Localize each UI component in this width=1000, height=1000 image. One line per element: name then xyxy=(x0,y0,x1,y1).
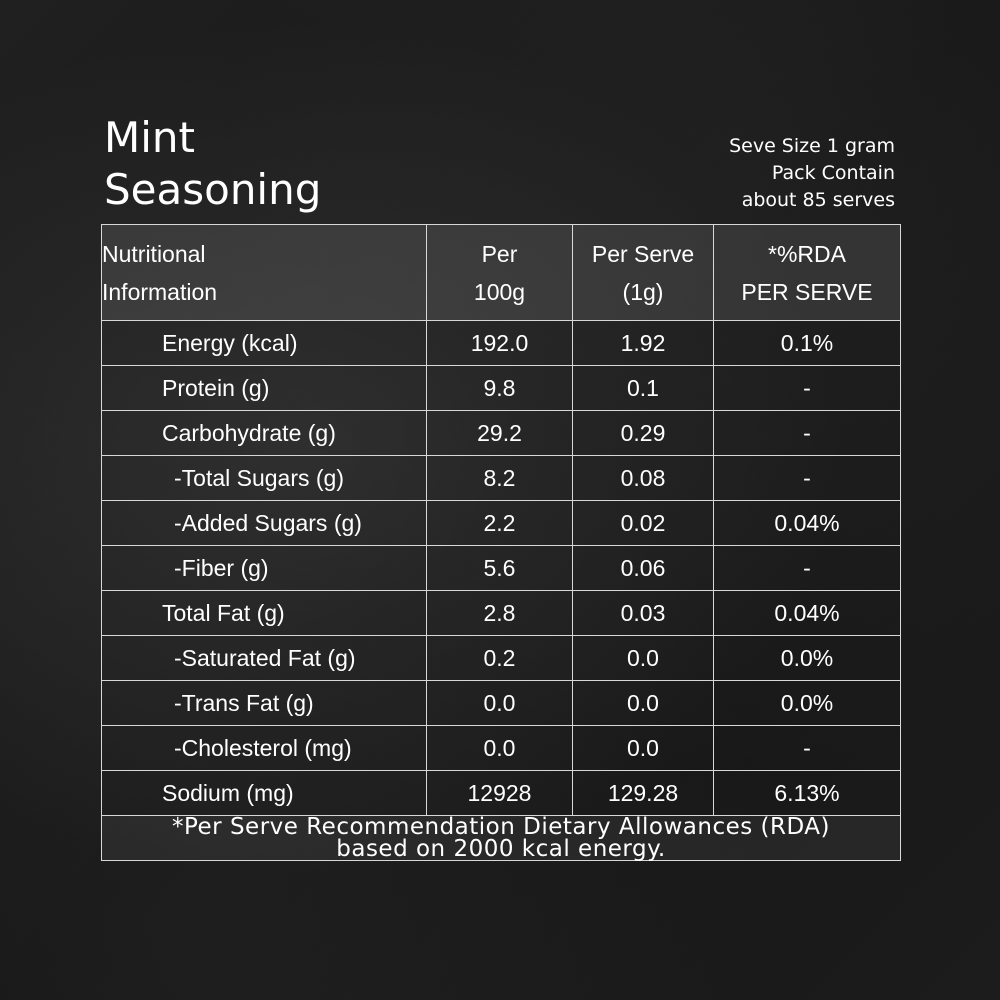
nutrient-name: Carbohydrate (g) xyxy=(101,410,427,456)
value-rda: 0.04% xyxy=(713,590,901,636)
table-row: -Added Sugars (g) 2.2 0.02 0.04% xyxy=(101,500,901,546)
nutrient-name: -Total Sugars (g) xyxy=(101,455,427,501)
product-title: Mint Seasoning xyxy=(104,112,321,216)
table-row: Sodium (mg) 12928 129.28 6.13% xyxy=(101,770,901,816)
footnote-line2: based on 2000 kcal energy. xyxy=(336,836,666,862)
header-perserve-line1: Per Serve xyxy=(591,240,695,267)
value-rda: - xyxy=(713,545,901,591)
header-per100-line1: Per xyxy=(481,240,518,267)
value-per-100g: 2.2 xyxy=(426,500,573,546)
nutrition-table: Nutritional Information Per 100g Per Ser… xyxy=(101,224,901,861)
value-rda: - xyxy=(713,365,901,411)
value-per-serve: 129.28 xyxy=(572,770,714,816)
header-per100-line2: 100g xyxy=(473,278,526,305)
value-rda: - xyxy=(713,410,901,456)
rda-footnote: *Per Serve Recommendation Dietary Allowa… xyxy=(101,814,901,862)
footnote-line1: *Per Serve Recommendation Dietary Allowa… xyxy=(171,814,831,840)
header-nutritional-information: Nutritional Information xyxy=(101,224,427,321)
value-per-100g: 0.2 xyxy=(426,635,573,681)
value-per-serve: 0.0 xyxy=(572,680,714,726)
value-per-serve: 0.03 xyxy=(572,590,714,636)
table-row: -Cholesterol (mg) 0.0 0.0 - xyxy=(101,725,901,771)
value-per-100g: 9.8 xyxy=(426,365,573,411)
table-row: Energy (kcal) 192.0 1.92 0.1% xyxy=(101,320,901,366)
value-per-serve: 0.0 xyxy=(572,635,714,681)
product-title-line2: Seasoning xyxy=(104,165,322,214)
value-per-100g: 12928 xyxy=(426,770,573,816)
value-per-100g: 0.0 xyxy=(426,725,573,771)
value-per-serve: 0.06 xyxy=(572,545,714,591)
header-per-100g: Per 100g xyxy=(426,224,573,321)
nutrient-name: -Trans Fat (g) xyxy=(101,680,427,726)
header-perserve-line2: (1g) xyxy=(622,278,664,305)
value-per-100g: 192.0 xyxy=(426,320,573,366)
footnote-row: *Per Serve Recommendation Dietary Allowa… xyxy=(101,814,901,862)
header-nutrient-line1: Nutritional xyxy=(102,240,206,267)
table-row: Protein (g) 9.8 0.1 - xyxy=(101,365,901,411)
table-row: Total Fat (g) 2.8 0.03 0.04% xyxy=(101,590,901,636)
nutrient-name: Total Fat (g) xyxy=(101,590,427,636)
nutrient-name: -Fiber (g) xyxy=(101,545,427,591)
header-per-serve: Per Serve (1g) xyxy=(572,224,714,321)
product-title-line1: Mint xyxy=(104,113,195,162)
header-nutrient-line2: Information xyxy=(102,278,218,305)
table-header-row: Nutritional Information Per 100g Per Ser… xyxy=(101,224,901,321)
table-row: -Trans Fat (g) 0.0 0.0 0.0% xyxy=(101,680,901,726)
value-per-100g: 0.0 xyxy=(426,680,573,726)
header-rda-line2: PER SERVE xyxy=(741,278,873,305)
nutrient-name: -Added Sugars (g) xyxy=(101,500,427,546)
serves-count: about 85 serves xyxy=(741,189,895,211)
header-rda-line1: *%RDA xyxy=(768,240,846,267)
value-per-serve: 0.08 xyxy=(572,455,714,501)
value-rda: - xyxy=(713,725,901,771)
nutrient-name: Energy (kcal) xyxy=(101,320,427,366)
nutrient-name: Protein (g) xyxy=(101,365,427,411)
value-per-serve: 0.1 xyxy=(572,365,714,411)
value-per-100g: 8.2 xyxy=(426,455,573,501)
value-per-100g: 5.6 xyxy=(426,545,573,591)
value-per-serve: 0.0 xyxy=(572,725,714,771)
value-per-serve: 0.29 xyxy=(572,410,714,456)
value-rda: 0.04% xyxy=(713,500,901,546)
table-row: Carbohydrate (g) 29.2 0.29 - xyxy=(101,410,901,456)
header-rda-per-serve: *%RDA PER SERVE xyxy=(713,224,901,321)
value-rda: 6.13% xyxy=(713,770,901,816)
pack-contain: Pack Contain xyxy=(771,162,895,184)
value-per-100g: 2.8 xyxy=(426,590,573,636)
value-rda: 0.0% xyxy=(713,635,901,681)
value-rda: 0.1% xyxy=(713,320,901,366)
table-row: -Total Sugars (g) 8.2 0.08 - xyxy=(101,455,901,501)
value-rda: 0.0% xyxy=(713,680,901,726)
value-per-serve: 1.92 xyxy=(572,320,714,366)
nutrient-name: -Saturated Fat (g) xyxy=(101,635,427,681)
table-row: -Saturated Fat (g) 0.2 0.0 0.0% xyxy=(101,635,901,681)
value-per-100g: 29.2 xyxy=(426,410,573,456)
nutrient-name: -Cholesterol (mg) xyxy=(101,725,427,771)
table-row: -Fiber (g) 5.6 0.06 - xyxy=(101,545,901,591)
value-per-serve: 0.02 xyxy=(572,500,714,546)
serving-size: Seve Size 1 gram xyxy=(729,135,895,157)
value-rda: - xyxy=(713,455,901,501)
nutrient-name: Sodium (mg) xyxy=(101,770,427,816)
serving-info: Seve Size 1 gram Pack Contain about 85 s… xyxy=(729,133,895,214)
